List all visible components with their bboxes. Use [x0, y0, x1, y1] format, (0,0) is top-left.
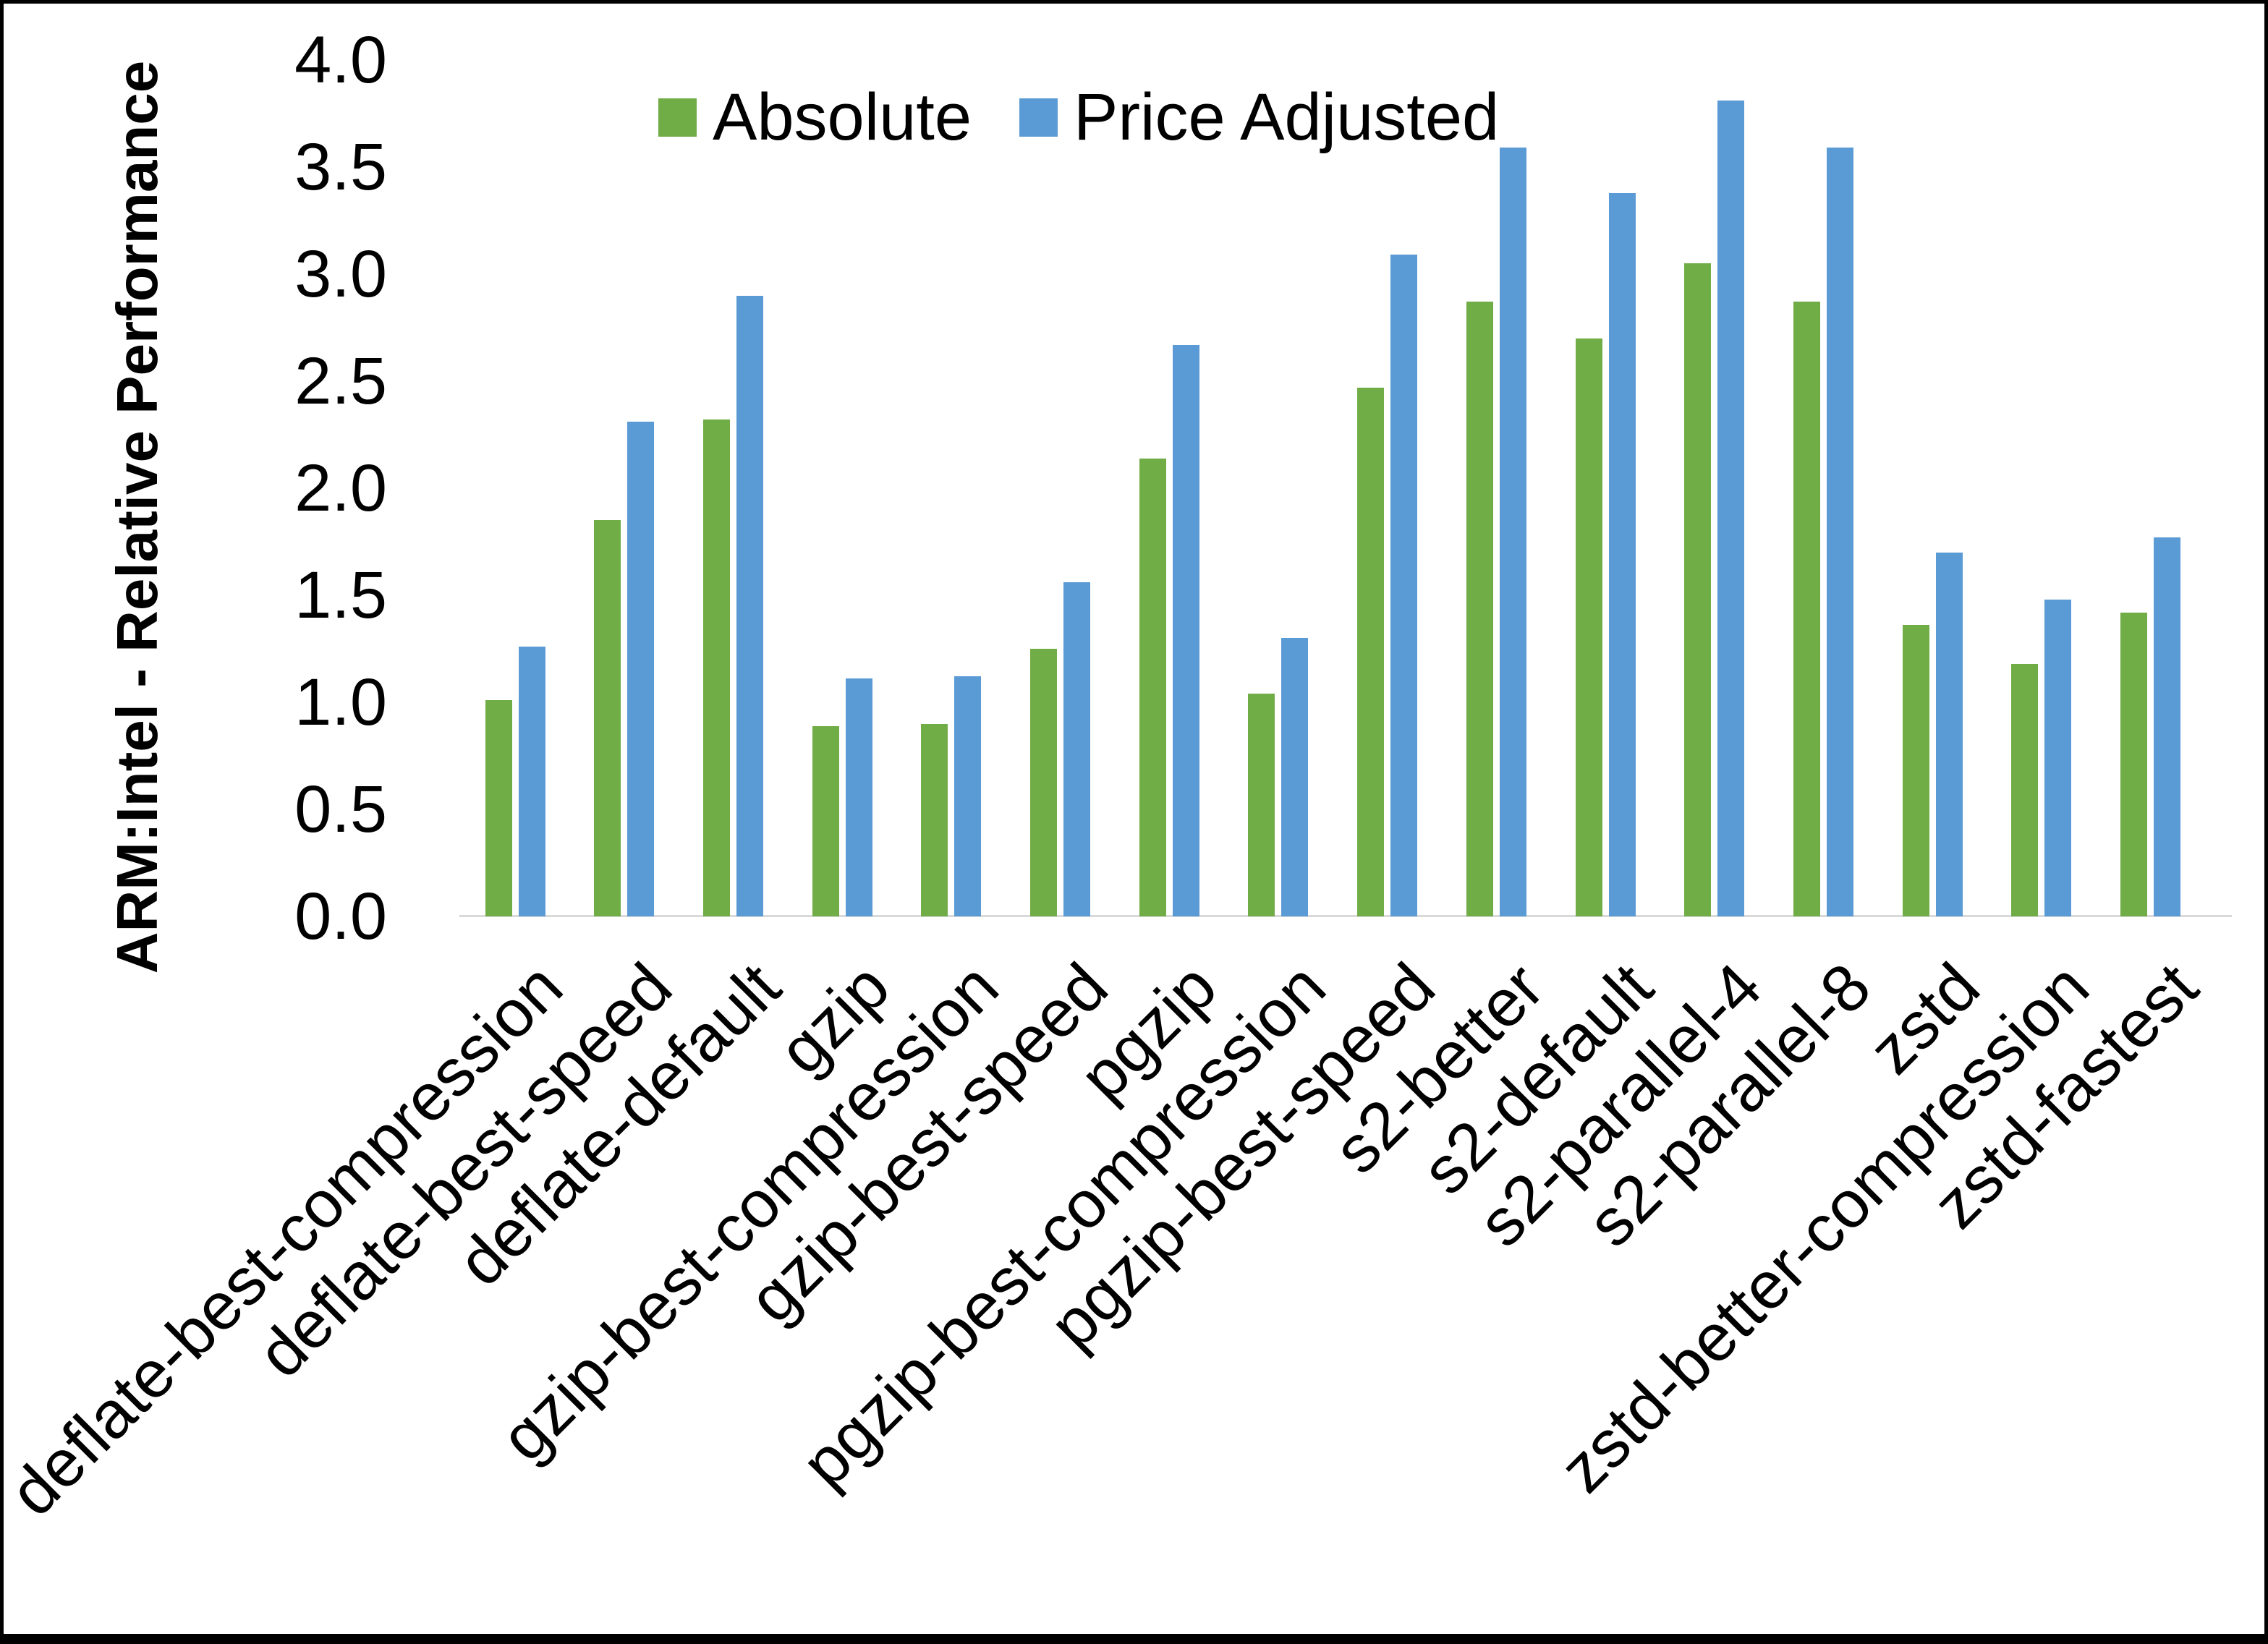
bar-absolute-s2-parallel-4: [1684, 263, 1711, 916]
bar-price-adjusted-zstd-fastest: [2154, 537, 2180, 916]
legend-swatch-icon: [1019, 98, 1058, 137]
legend-label: Price Adjusted: [1074, 80, 1500, 154]
y-tick-label-4.0: 4.0: [294, 23, 387, 97]
bar-absolute-s2-parallel-8: [1793, 302, 1820, 916]
bar-absolute-s2-better: [1466, 302, 1493, 916]
y-tick-label-0.0: 0.0: [294, 880, 387, 953]
bar-price-adjusted-deflate-best-compression: [519, 647, 545, 916]
bar-price-adjusted-gzip-best-speed: [1063, 582, 1090, 916]
bar-price-adjusted-zstd-better-compression: [2044, 600, 2071, 916]
bar-absolute-deflate-default: [703, 419, 730, 916]
y-tick-label-2.0: 2.0: [294, 451, 387, 525]
bar-absolute-pgzip-best-compression: [1248, 694, 1275, 916]
bar-absolute-gzip: [812, 726, 839, 916]
bar-absolute-pgzip: [1139, 459, 1166, 916]
bar-absolute-gzip-best-speed: [1030, 649, 1057, 916]
bar-absolute-deflate-best-compression: [485, 700, 512, 916]
bar-price-adjusted-deflate-best-speed: [627, 422, 654, 916]
bar-absolute-zstd-fastest: [2120, 613, 2147, 916]
y-tick-label-3.5: 3.5: [294, 130, 387, 204]
y-tick-label-1.0: 1.0: [294, 665, 387, 739]
legend-swatch-icon: [658, 98, 697, 137]
x-axis-line: [459, 915, 2232, 917]
bar-absolute-zstd-better-compression: [2011, 664, 2038, 916]
bar-price-adjusted-gzip-best-compression: [954, 676, 981, 916]
bar-price-adjusted-pgzip: [1173, 345, 1199, 916]
legend-entry-absolute: Absolute: [658, 80, 972, 156]
bar-absolute-s2-default: [1576, 338, 1602, 916]
bar-price-adjusted-s2-default: [1609, 193, 1636, 916]
bar-price-adjusted-s2-parallel-4: [1717, 101, 1744, 916]
y-tick-label-2.5: 2.5: [294, 344, 387, 418]
legend-label: Absolute: [713, 80, 972, 154]
legend-entry-price-adjusted: Price Adjusted: [1019, 80, 1499, 156]
bar-price-adjusted-gzip: [846, 678, 872, 916]
bar-price-adjusted-pgzip-best-compression: [1281, 638, 1308, 916]
legend: Absolute Price Adjusted: [658, 80, 1499, 156]
bar-absolute-pgzip-best-speed: [1357, 388, 1384, 916]
bar-price-adjusted-zstd: [1936, 553, 1963, 916]
bar-price-adjusted-pgzip-best-speed: [1390, 255, 1417, 916]
y-tick-label-1.5: 1.5: [294, 558, 387, 632]
bar-price-adjusted-s2-better: [1500, 148, 1526, 916]
y-tick-label-0.5: 0.5: [294, 772, 387, 846]
y-tick-label-3.0: 3.0: [294, 237, 387, 311]
y-axis-title: ARM:Intel - Relative Performance: [105, 60, 169, 974]
bar-price-adjusted-deflate-default: [736, 296, 763, 916]
bar-absolute-gzip-best-compression: [921, 724, 948, 916]
bar-absolute-deflate-best-speed: [594, 520, 621, 916]
bar-price-adjusted-s2-parallel-8: [1827, 148, 1853, 916]
bar-absolute-zstd: [1903, 625, 1929, 916]
